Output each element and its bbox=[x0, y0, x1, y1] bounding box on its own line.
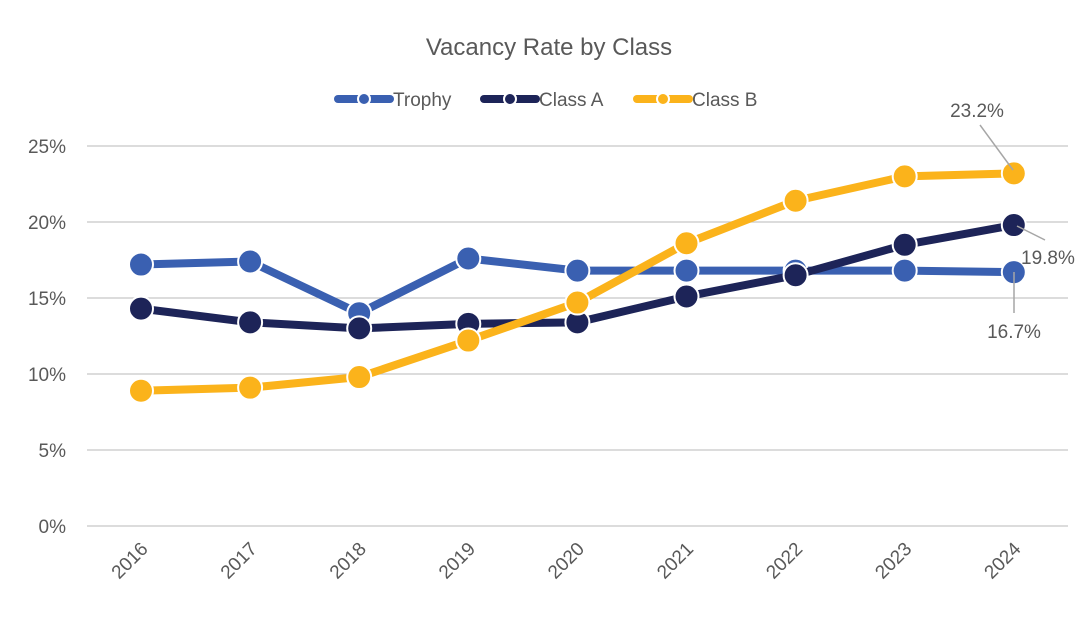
y-tick-label: 10% bbox=[28, 365, 66, 386]
series-class-b bbox=[128, 160, 1027, 404]
y-tick-label: 0% bbox=[39, 517, 67, 538]
x-tick-label: 2017 bbox=[217, 539, 262, 584]
data-point bbox=[673, 283, 700, 310]
legend-item: Class A bbox=[480, 90, 604, 111]
data-point bbox=[346, 315, 373, 342]
legend-item: Class B bbox=[633, 90, 757, 111]
legend-label: Class A bbox=[539, 90, 604, 111]
data-point bbox=[455, 245, 482, 272]
data-point bbox=[564, 257, 591, 284]
x-tick-label: 2020 bbox=[544, 539, 589, 584]
data-point bbox=[891, 163, 918, 190]
data-point bbox=[673, 257, 700, 284]
x-tick-label: 2019 bbox=[435, 539, 480, 584]
data-point bbox=[237, 248, 264, 275]
x-tick-label: 2023 bbox=[871, 539, 916, 584]
data-point bbox=[128, 295, 154, 322]
y-tick-label: 5% bbox=[39, 441, 67, 462]
data-point bbox=[1000, 160, 1027, 187]
data-point bbox=[782, 262, 809, 289]
data-point bbox=[455, 327, 482, 354]
legend-marker bbox=[357, 92, 371, 106]
data-point bbox=[128, 377, 154, 404]
x-tick-label: 2016 bbox=[108, 539, 153, 584]
data-point bbox=[237, 309, 264, 336]
legend-label: Trophy bbox=[393, 90, 452, 111]
data-point bbox=[237, 374, 264, 401]
series-class-a bbox=[128, 212, 1027, 342]
data-label: 23.2% bbox=[950, 101, 1004, 122]
data-point bbox=[891, 231, 918, 258]
x-tick-label: 2021 bbox=[653, 539, 698, 584]
data-label: 16.7% bbox=[987, 322, 1041, 343]
data-point bbox=[673, 230, 700, 257]
chart-title: Vacancy Rate by Class bbox=[426, 34, 672, 61]
data-point bbox=[564, 289, 591, 316]
data-label: 19.8% bbox=[1021, 248, 1075, 269]
annotation-leader bbox=[979, 124, 1014, 171]
data-point bbox=[1000, 212, 1027, 239]
legend-marker bbox=[503, 92, 517, 106]
x-tick-label: 2022 bbox=[762, 539, 807, 584]
data-point bbox=[891, 257, 918, 284]
legend-item: Trophy bbox=[334, 90, 452, 111]
y-tick-label: 20% bbox=[28, 213, 66, 234]
y-tick-label: 25% bbox=[28, 137, 66, 158]
y-tick-label: 15% bbox=[28, 289, 66, 310]
data-point bbox=[128, 251, 154, 278]
annotation-leader bbox=[1016, 225, 1046, 241]
x-tick-label: 2018 bbox=[326, 539, 371, 584]
data-point bbox=[346, 364, 373, 391]
legend-label: Class B bbox=[692, 90, 757, 111]
legend-marker bbox=[656, 92, 670, 106]
x-tick-label: 2024 bbox=[981, 538, 1026, 583]
data-point bbox=[782, 187, 809, 214]
